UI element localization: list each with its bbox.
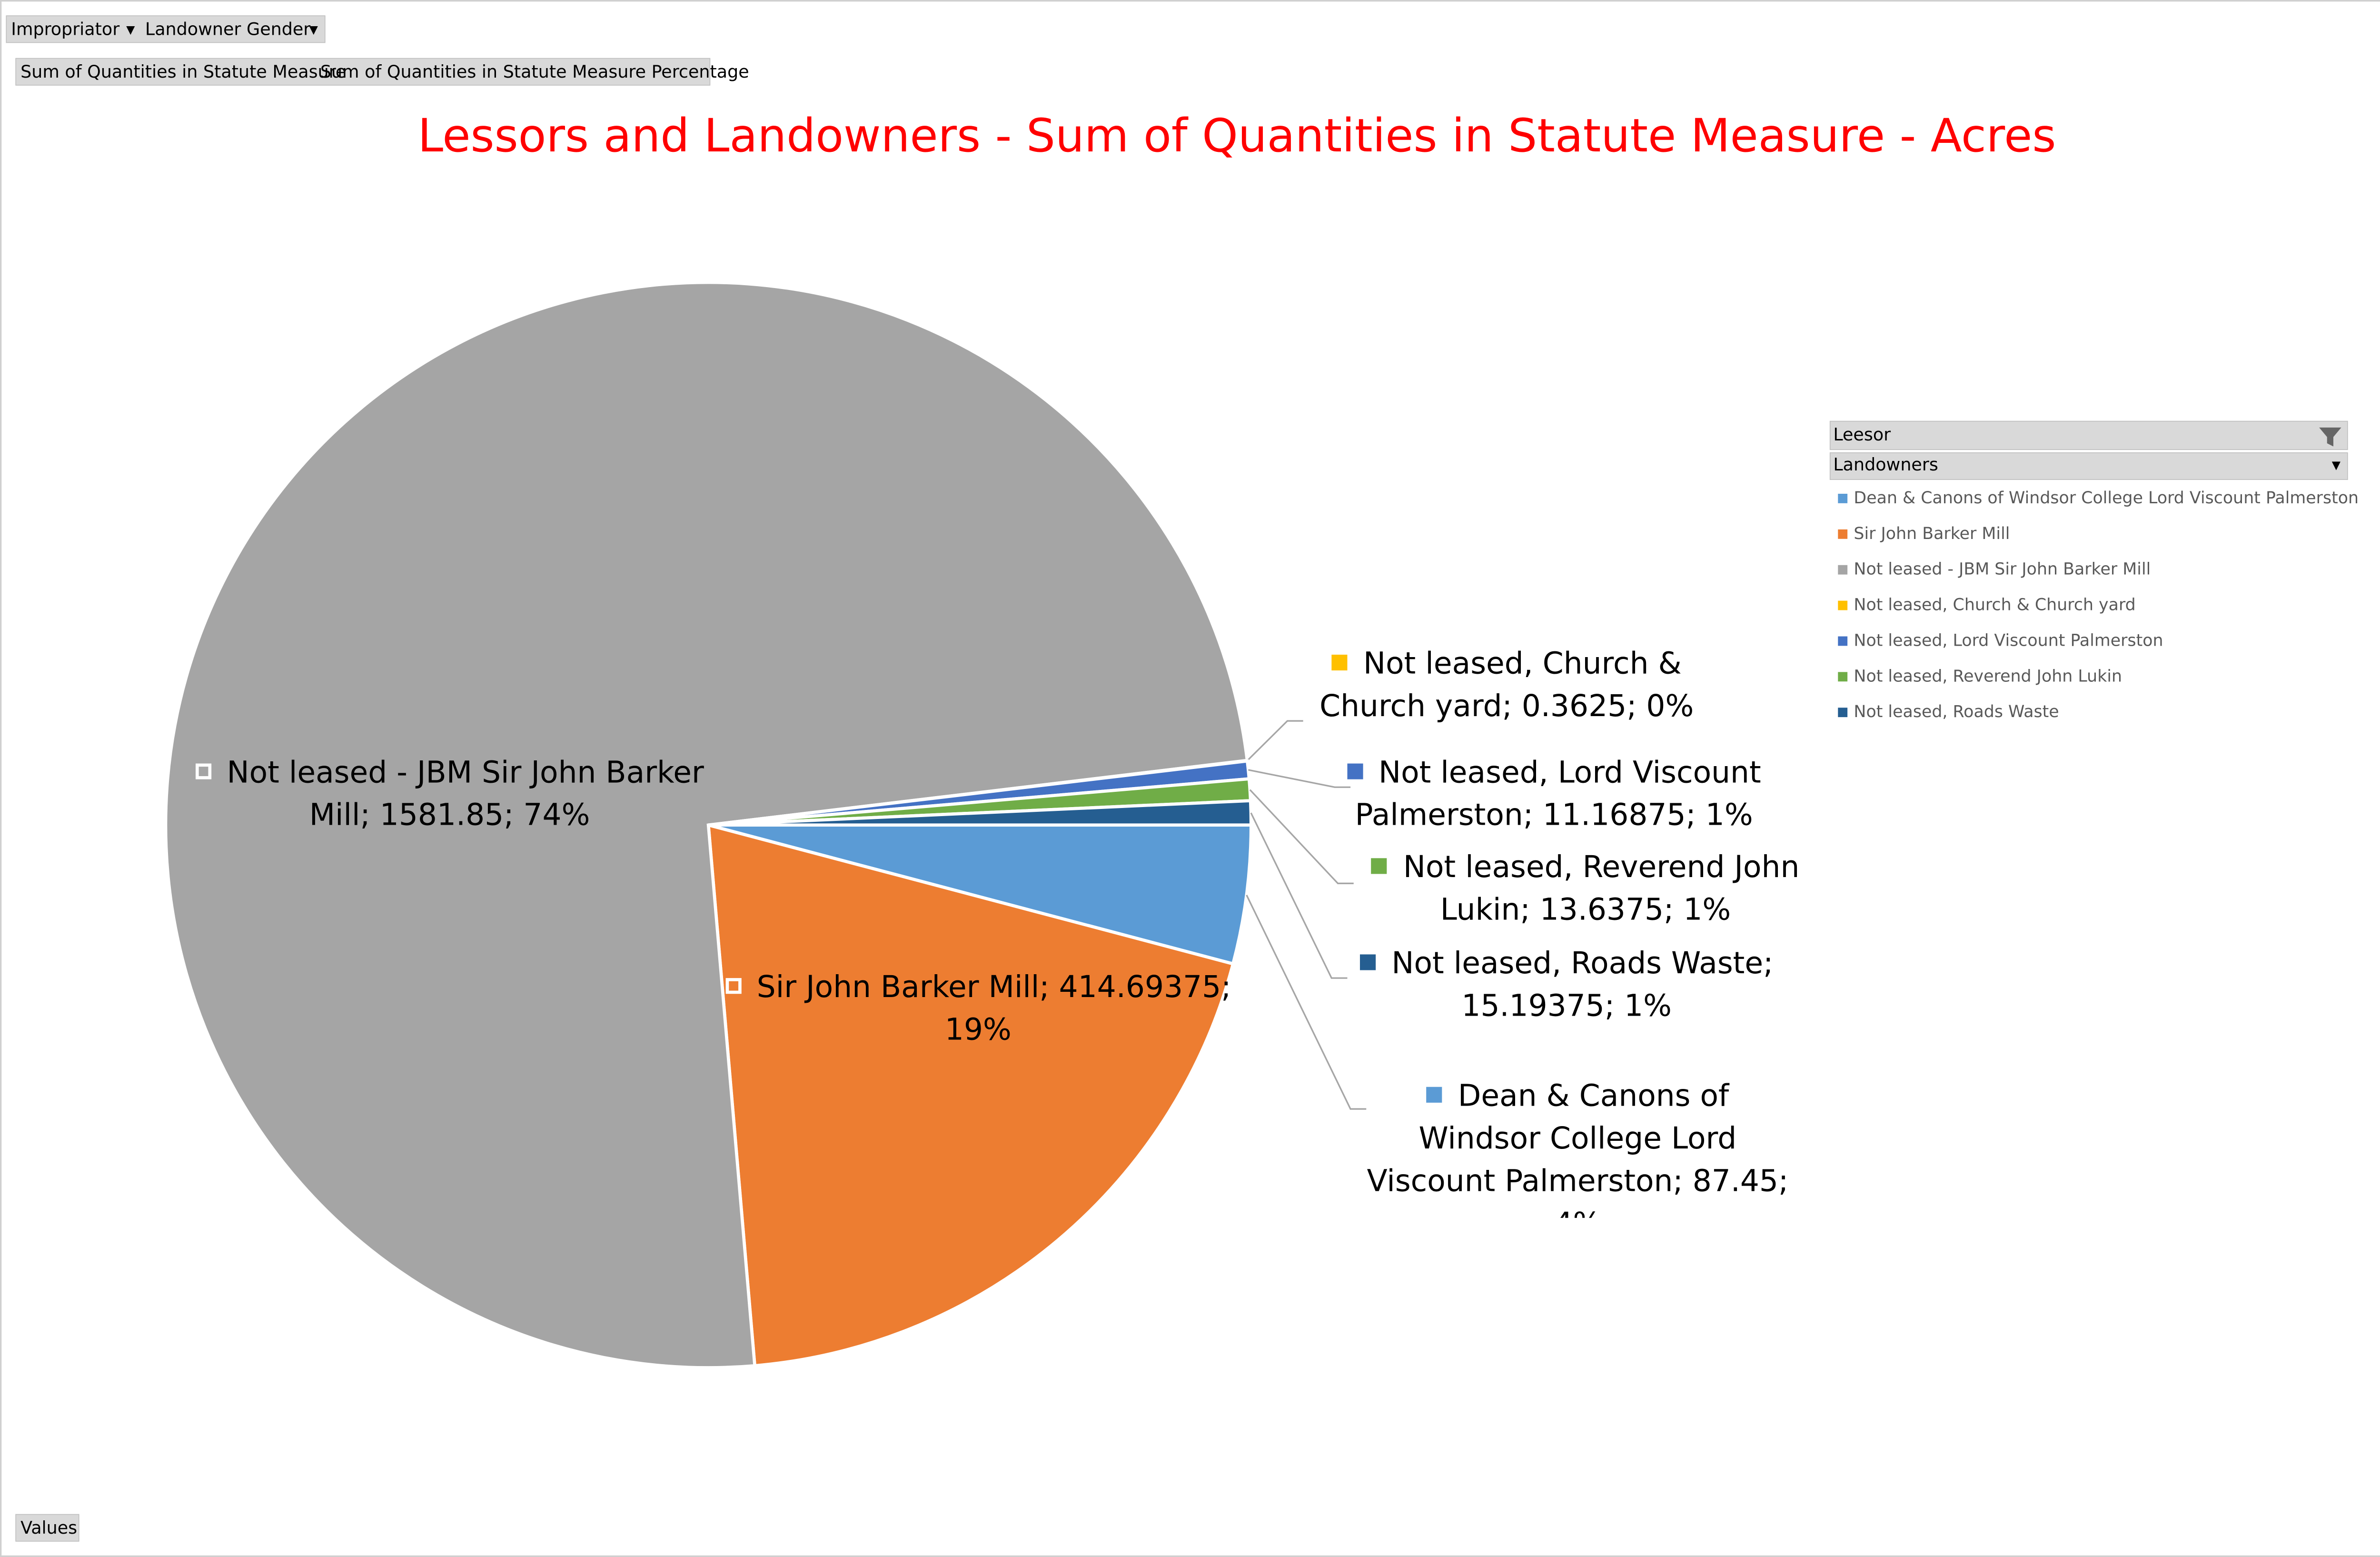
legend-swatch	[1838, 493, 1848, 503]
legend-label[interactable]: Not leased, Roads Waste	[1854, 702, 2059, 721]
leader-line	[1249, 789, 1354, 884]
leader-line	[1247, 720, 1303, 761]
legend-label[interactable]: Not leased, Church & Church yard	[1854, 596, 2135, 615]
legend-label[interactable]: Not leased - JBM Sir John Barker Mill	[1854, 560, 2151, 579]
legend-label[interactable]: Dean & Canons of Windsor College Lord Vi…	[1854, 489, 2359, 508]
chart-title: Lessors and Landowners - Sum of Quantiti…	[418, 109, 2056, 162]
data-label-box: Sir John Barker Mill; 414.69375; 19%	[718, 967, 1239, 1052]
label-marker	[195, 763, 211, 779]
pie-slice	[708, 799, 1253, 827]
data-label-text: Not leased, Church & Church yard; 0.3625…	[1319, 647, 1694, 724]
data-label-box: Not leased - JBM Sir John Barker Mill; 1…	[181, 752, 718, 838]
data-label: Sir John Barker Mill; 414.69375; 19%	[718, 967, 1239, 1052]
data-label-box: Not leased, Reverend John Lukin; 13.6375…	[1357, 847, 1814, 932]
dropdown-icon[interactable]: ▾	[309, 19, 318, 39]
data-label: Not leased - JBM Sir John Barker Mill; 1…	[181, 752, 718, 838]
dropdown-icon[interactable]: ▾	[126, 19, 135, 39]
legend-header	[1829, 452, 2348, 480]
label-marker	[1347, 763, 1363, 779]
filter-bar	[6, 15, 326, 43]
data-label: Not leased, Church & Church yard; 0.3625…	[1301, 644, 1712, 729]
pie-slice	[164, 280, 1249, 1369]
legend-swatch	[1838, 565, 1848, 575]
legend-swatch	[1838, 672, 1848, 682]
filter-button[interactable]: Landowner Gender	[145, 19, 310, 39]
label-marker	[1426, 1087, 1442, 1103]
legend-label[interactable]: Not leased, Lord Viscount Palmerston	[1854, 631, 2163, 650]
data-label-box: Dean & Canons of Windsor College Lord Vi…	[1365, 1076, 1791, 1218]
leader-line	[1246, 894, 1367, 1110]
legend-swatch	[1838, 600, 1848, 610]
values-bar	[15, 58, 711, 86]
data-label-text: Not leased - JBM Sir John Barker Mill; 1…	[227, 755, 704, 833]
legend-header-label[interactable]: Leesor	[1833, 424, 1891, 445]
data-label: Dean & Canons of Windsor College Lord Vi…	[1365, 1076, 1791, 1218]
label-marker	[725, 978, 741, 994]
data-label: Not leased, Roads Waste; 15.19375; 1%	[1346, 943, 1787, 1028]
axis-button[interactable]: Values	[20, 1517, 77, 1538]
label-marker	[1371, 858, 1388, 874]
legend-header	[1829, 420, 2348, 450]
data-label: Not leased, Reverend John Lukin; 13.6375…	[1357, 847, 1814, 932]
legend-label[interactable]: Not leased, Reverend John Lukin	[1854, 667, 2122, 686]
value-button[interactable]: Sum of Quantities in Statute Measure Per…	[320, 61, 749, 82]
filter-button[interactable]: Impropriator	[11, 19, 119, 39]
data-label-text: Not leased, Reverend John Lukin; 13.6375…	[1403, 850, 1800, 928]
legend-label[interactable]: Sir John Barker Mill	[1854, 524, 2010, 543]
data-label-box: Not leased, Roads Waste; 15.19375; 1%	[1346, 943, 1787, 1028]
data-label-text: Dean & Canons of Windsor College Lord Vi…	[1367, 1079, 1789, 1218]
data-label-box: Not leased, Lord Viscount Palmerston; 11…	[1341, 752, 1767, 838]
value-button[interactable]: Sum of Quantities in Statute Measure	[20, 61, 346, 82]
dropdown-icon[interactable]: ▾	[2332, 454, 2341, 475]
pie-slice	[706, 823, 1235, 1367]
data-label-text: Not leased, Roads Waste; 15.19375; 1%	[1391, 946, 1774, 1024]
legend-swatch	[1838, 636, 1848, 646]
label-marker	[1360, 954, 1376, 970]
filter-icon[interactable]	[2319, 427, 2341, 447]
data-label-text: Sir John Barker Mill; 414.69375; 19%	[756, 970, 1231, 1048]
legend-swatch	[1838, 708, 1848, 718]
leader-line	[1250, 812, 1348, 979]
label-marker	[1331, 654, 1348, 671]
legend-swatch	[1838, 529, 1848, 539]
legend-header-label[interactable]: Landowners	[1833, 454, 1938, 475]
leader-line	[1248, 769, 1351, 788]
data-label: Not leased, Lord Viscount Palmerston; 11…	[1341, 752, 1767, 838]
data-label-box: Not leased, Church & Church yard; 0.3625…	[1301, 644, 1712, 729]
axis-bar	[15, 1514, 79, 1542]
data-label-text: Not leased, Lord Viscount Palmerston; 11…	[1355, 755, 1761, 833]
